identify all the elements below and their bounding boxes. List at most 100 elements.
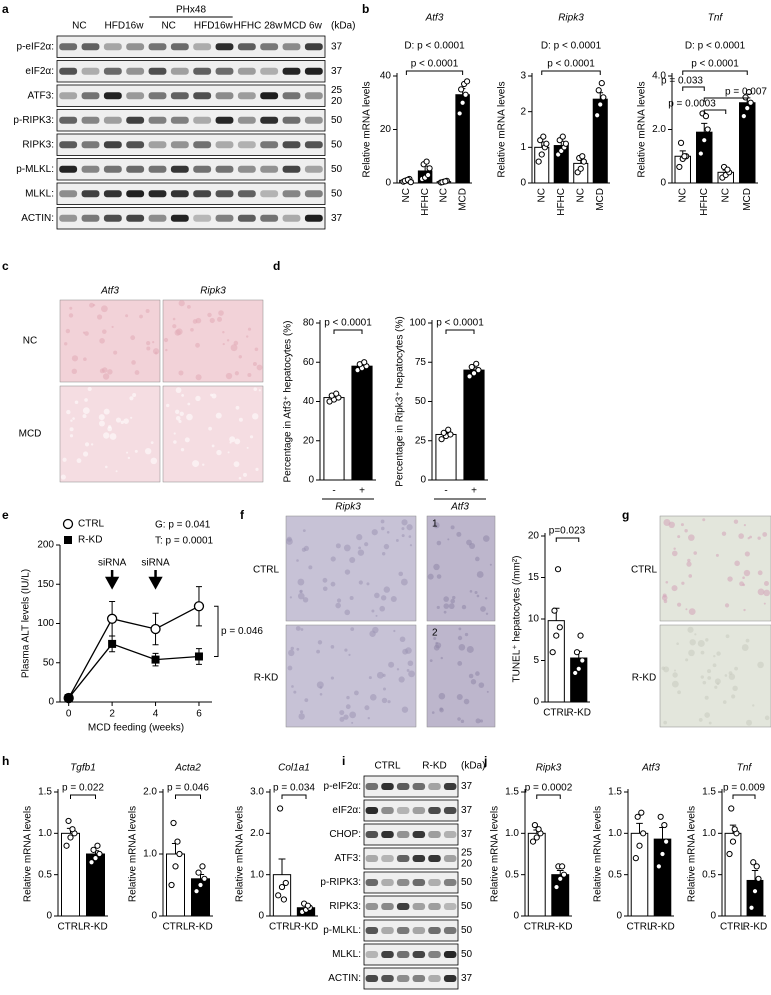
y-tick-label: 20 xyxy=(528,531,540,542)
texture xyxy=(229,441,232,444)
y-tick-label: 3 xyxy=(520,71,526,82)
x-tick-label: HFHC xyxy=(556,188,567,216)
error-bar xyxy=(701,122,708,133)
data-point xyxy=(729,838,737,845)
texture xyxy=(693,551,698,555)
bracket xyxy=(333,329,363,334)
texture xyxy=(173,440,177,444)
kda-label: 50 xyxy=(331,188,343,199)
bar xyxy=(351,365,373,481)
bracket xyxy=(281,794,307,799)
band xyxy=(193,116,212,124)
texture xyxy=(375,614,378,617)
texture xyxy=(127,456,131,460)
bracket xyxy=(536,794,561,799)
bar xyxy=(570,657,588,703)
texture xyxy=(762,532,768,537)
inset-label: 2 xyxy=(432,628,438,639)
texture xyxy=(479,719,484,723)
texture xyxy=(763,602,766,605)
texture xyxy=(475,556,480,562)
texture xyxy=(452,595,456,600)
band xyxy=(396,807,410,814)
x-tick-label: R-KD xyxy=(188,922,212,933)
texture xyxy=(685,658,689,662)
y-tick-label: 2.0 xyxy=(652,124,666,135)
texture xyxy=(402,648,409,655)
band xyxy=(59,214,78,222)
y-axis-label: Percentage in Ripk3⁺ hepatocytes (%) xyxy=(395,316,406,486)
band xyxy=(365,783,379,790)
texture xyxy=(368,676,372,680)
data-point xyxy=(551,607,558,614)
texture xyxy=(256,364,263,371)
texture xyxy=(475,671,480,676)
texture xyxy=(87,386,92,392)
texture xyxy=(339,710,345,716)
data-point xyxy=(753,863,760,870)
band xyxy=(215,43,234,51)
texture xyxy=(296,559,299,562)
texture xyxy=(700,650,705,655)
line xyxy=(68,643,200,699)
band xyxy=(428,975,441,982)
band xyxy=(381,975,394,982)
band xyxy=(237,190,256,198)
texture xyxy=(152,348,160,355)
data-point xyxy=(445,426,452,433)
blot-strip xyxy=(56,182,326,205)
bracket xyxy=(445,329,475,334)
data-point xyxy=(65,817,72,825)
texture xyxy=(732,685,738,692)
data-point xyxy=(636,842,643,849)
texture xyxy=(113,350,118,355)
texture xyxy=(743,569,751,577)
data-point xyxy=(176,850,183,858)
band xyxy=(59,165,78,173)
y-tick-label: 0.5 xyxy=(38,869,52,880)
texture xyxy=(217,316,223,322)
y-tick-label: 1.0 xyxy=(505,828,519,839)
data-point xyxy=(562,140,569,147)
data-point xyxy=(442,178,449,185)
texture xyxy=(322,586,328,592)
texture xyxy=(702,680,707,685)
texture xyxy=(398,571,404,577)
band xyxy=(282,67,301,75)
x-tick-label: 6 xyxy=(196,709,202,720)
y-axis-label: TUNEL⁺ hepatocytes (/mm²) xyxy=(512,556,523,683)
texture xyxy=(705,638,709,642)
x-axis-label: Atf3 xyxy=(450,502,469,513)
annotation: G: p = 0.041 xyxy=(155,520,211,531)
texture xyxy=(258,389,261,392)
texture xyxy=(107,426,113,432)
texture xyxy=(474,591,478,595)
blot-strip xyxy=(363,967,459,990)
data-point xyxy=(168,881,175,889)
y-tick-label: 0.5 xyxy=(608,869,622,880)
annotation: p = 0.022 xyxy=(62,783,104,794)
x-tick-label: R-KD xyxy=(548,922,572,933)
blot-strip xyxy=(56,84,326,107)
annotation: p = 0.0002 xyxy=(525,783,573,794)
band xyxy=(103,165,122,173)
texture xyxy=(395,539,399,542)
row-label: p-eIF2α: xyxy=(324,781,361,792)
panel-label: h xyxy=(2,754,9,768)
row-label: CTRL xyxy=(631,565,658,576)
x-tick-label: + xyxy=(359,486,365,497)
chart-title: Tnf xyxy=(737,763,753,774)
image xyxy=(162,385,264,483)
texture xyxy=(330,676,334,680)
kda-label: 20 xyxy=(331,96,343,107)
band xyxy=(170,165,189,173)
texture xyxy=(103,432,110,439)
texture xyxy=(99,368,105,374)
y-tick-label: 0 xyxy=(151,911,157,922)
band xyxy=(381,855,394,862)
y-tick-label: 20 xyxy=(303,435,315,446)
texture xyxy=(408,535,412,538)
texture xyxy=(401,519,408,526)
x-tick-label: + xyxy=(471,486,477,497)
band xyxy=(59,116,78,124)
